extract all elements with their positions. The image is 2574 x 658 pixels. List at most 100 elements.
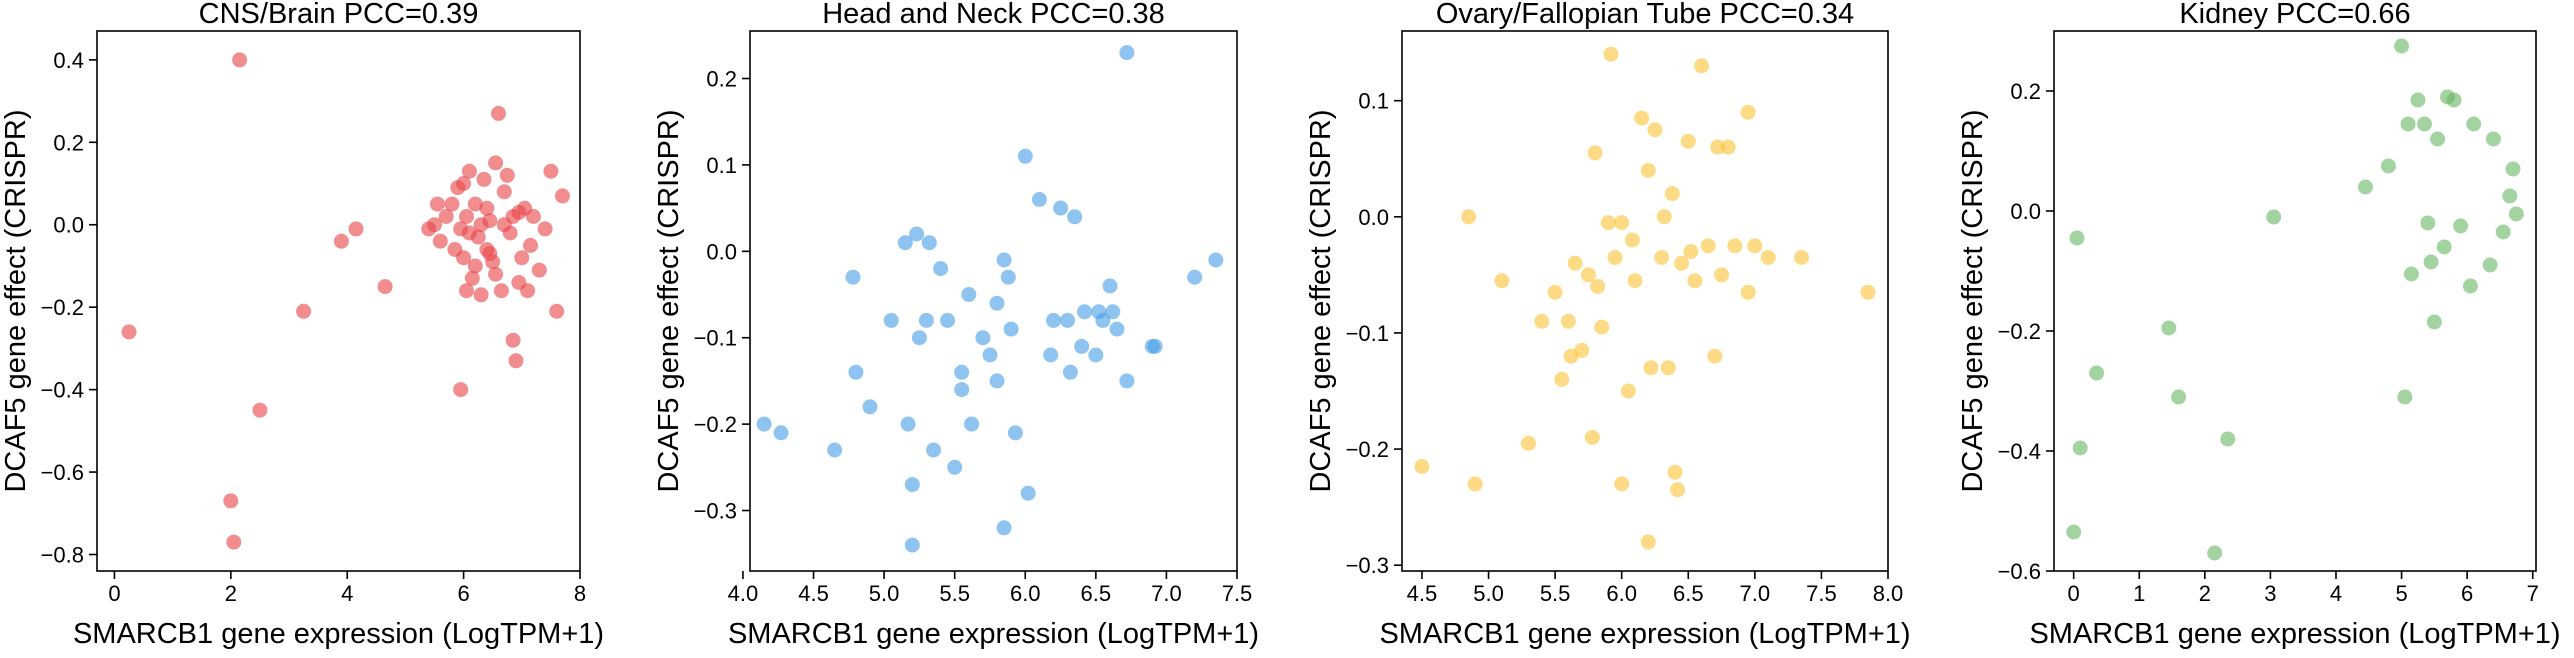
chart-title: Kidney PCC=0.66 [2179,0,2410,30]
data-point [1521,435,1536,451]
x-tick-label: 6.0 [1606,581,1637,606]
y-tick-label: −0.2 [1998,319,2041,344]
data-point [427,217,442,233]
data-point [2207,545,2223,561]
data-point [1714,267,1730,283]
y-tick-label: 0.0 [1358,205,1389,230]
y-tick-label: −0.4 [41,378,84,403]
data-point [961,287,977,302]
y-tick-label: −0.6 [1998,559,2041,584]
data-point [2462,278,2478,294]
x-tick-label: 5.0 [869,581,900,606]
y-tick-label: 0.1 [1358,89,1389,114]
x-tick-label: 0 [2068,581,2080,606]
data-point [1077,304,1092,320]
data-point [447,242,463,257]
plot-frame [1401,30,1889,572]
data-point [1687,273,1703,289]
data-point [496,184,512,200]
data-point [911,330,927,346]
x-tick-label: 6.5 [1673,581,1704,606]
data-point [1603,46,1619,62]
data-point [897,235,913,251]
y-tick-label: −0.3 [694,499,737,524]
data-point [904,537,920,553]
y-tick-label: 0.2 [2010,79,2041,104]
data-point [1000,269,1016,285]
y-tick-label: 0.2 [706,67,737,92]
data-point [1067,209,1083,225]
data-point [499,167,515,183]
data-point [848,364,864,380]
x-tick-label: 5.5 [939,581,970,606]
data-point [508,353,524,369]
data-point [223,493,239,509]
y-tick-label: 0.0 [706,239,737,264]
y-tick-label: −0.1 [1346,321,1389,346]
data-point [505,332,521,348]
data-point [2505,161,2521,177]
x-tick-label: 7.5 [1222,581,1253,606]
data-point [1647,122,1663,138]
data-point [1640,534,1656,550]
data-point [756,416,772,432]
data-point [1740,284,1756,300]
x-tick-label: 6.5 [1081,581,1112,606]
data-point [1627,273,1643,289]
data-point [1467,476,1483,492]
data-point [1640,162,1656,178]
y-tick-label: 0.2 [53,130,84,155]
data-point [926,442,941,458]
y-axis-label: DCAF5 gene effect (CRISPR) [653,109,685,492]
y-axis-label: DCAF5 gene effect (CRISPR) [1305,109,1337,492]
data-point [514,250,530,266]
scatter-panel-ovary-fallopian-tube: 4.5 5.0 5.5 6.0 6.5 7.0 7.5 8.0 −0.3 −0.2 −0.1 0.0 0… [1305,0,1911,650]
x-tick-label: 6.0 [1010,581,1041,606]
y-tick-label: 0.4 [53,48,84,73]
data-point [918,312,934,328]
data-point [1760,250,1776,265]
data-point [1667,464,1683,480]
data-point [827,442,843,458]
x-tick-label: 8 [574,581,586,606]
data-point [2358,179,2373,195]
data-point [1584,430,1600,445]
data-point [1017,148,1033,164]
data-point [1109,321,1125,337]
data-point [996,252,1012,268]
data-point [975,330,991,346]
x-tick-label: 0 [108,581,120,606]
x-tick-label: 7.0 [1151,581,1182,606]
data-point [1580,267,1596,283]
y-tick-label: 0.1 [706,153,737,178]
data-point [1660,360,1676,376]
y-tick-label: −0.1 [694,326,737,351]
data-point [773,425,789,441]
data-point [1105,304,1121,320]
data-point [1710,139,1726,155]
data-point [964,416,980,432]
data-point [461,225,477,241]
data-point [2436,239,2452,255]
data-point [1461,209,1477,225]
data-point [2466,116,2482,132]
y-tick-label: −0.2 [694,412,737,437]
data-point [1670,482,1686,498]
data-point [2400,116,2416,132]
data-point [453,382,469,398]
data-point [947,459,963,475]
y-axis-label: DCAF5 gene effect (CRISPR) [1957,109,1989,492]
data-point [2446,92,2462,108]
data-point [996,520,1012,536]
data-point [488,155,504,171]
data-point [232,52,248,68]
data-point [1664,186,1680,202]
data-point [2410,92,2426,108]
data-point [2220,431,2236,447]
data-point [1020,485,1036,501]
data-point [1683,244,1699,260]
data-point [444,196,460,212]
data-point [505,209,521,224]
data-point [1147,338,1163,354]
data-point [1614,476,1630,492]
